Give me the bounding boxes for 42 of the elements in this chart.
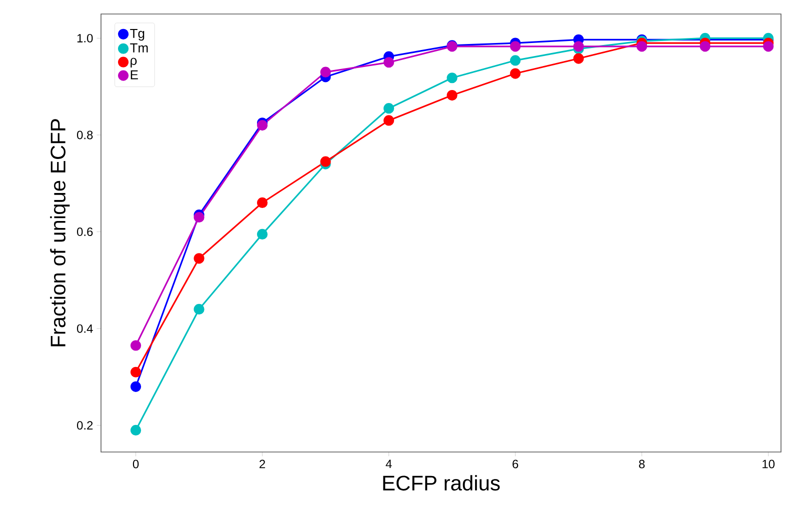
- y-axis-title: Fraction of unique ECFP: [50, 119, 70, 346]
- point: [446, 72, 458, 84]
- x-tick-label: 6: [512, 460, 518, 468]
- point: [573, 53, 584, 64]
- y-tick-label: 0.6: [76, 228, 93, 236]
- x-tick-label: 10: [762, 460, 775, 468]
- point: [384, 57, 394, 68]
- x-axis-title: ECFP radius: [383, 475, 500, 491]
- legend-label: Tm: [130, 43, 148, 52]
- point: [700, 41, 710, 52]
- point: [194, 304, 204, 315]
- x-tick-label: 2: [260, 460, 266, 468]
- legend-label: ρ: [130, 58, 137, 68]
- point: [257, 228, 268, 240]
- legend-label: E: [130, 70, 138, 80]
- x-tick-label: 4: [386, 460, 392, 468]
- point: [130, 340, 142, 351]
- y-tick-label: 1.0: [77, 34, 93, 42]
- point: [510, 41, 521, 52]
- point: [130, 366, 142, 378]
- point: [130, 424, 142, 436]
- point: [320, 156, 331, 167]
- point: [636, 41, 648, 52]
- x-tick-label: 0: [132, 460, 139, 468]
- point: [384, 103, 394, 114]
- y-tick-label: 0.2: [76, 421, 93, 430]
- point: [257, 197, 268, 208]
- point: [320, 66, 331, 78]
- point: [446, 90, 458, 101]
- point: [510, 68, 521, 79]
- point: [573, 41, 584, 52]
- point: [763, 41, 774, 52]
- x-tick-label: 8: [639, 460, 645, 468]
- point: [194, 212, 204, 223]
- y-tick-label: 0.8: [76, 130, 93, 140]
- point: [510, 55, 521, 66]
- point: [257, 120, 268, 131]
- point: [194, 253, 204, 264]
- point: [384, 115, 394, 126]
- point: [130, 381, 142, 392]
- y-tick-label: 0.4: [76, 324, 93, 333]
- legend-label: Tg: [130, 28, 144, 41]
